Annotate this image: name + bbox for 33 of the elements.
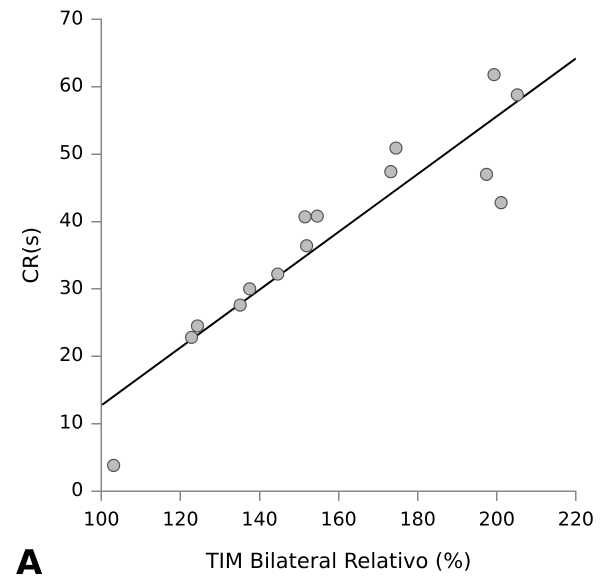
x-tick-label: 160 — [320, 508, 357, 530]
y-tick-label: 10 — [59, 412, 84, 434]
point — [271, 267, 284, 281]
y-tick-label: 60 — [59, 74, 84, 97]
x-tick-label: 100 — [83, 508, 120, 530]
y-tick-label: 50 — [59, 142, 84, 164]
point — [234, 298, 247, 312]
point — [184, 330, 198, 344]
x-tick-label: 140 — [241, 508, 278, 530]
x-tick-label: 220 — [558, 508, 594, 530]
y-tick-label: 20 — [59, 344, 84, 366]
y-tick-label: 30 — [59, 276, 84, 299]
point — [190, 319, 204, 333]
point — [310, 210, 324, 223]
y-axis-title: CR(s) — [19, 226, 44, 284]
point — [389, 141, 403, 155]
point — [298, 210, 312, 224]
text: A — [16, 542, 43, 583]
point — [494, 196, 508, 210]
point — [107, 458, 120, 472]
y-tick-label: 70 — [59, 7, 84, 30]
point — [243, 282, 256, 296]
x-axis-title: TIM Bilateral Relativo (%) — [204, 548, 472, 573]
point — [300, 239, 314, 252]
x-tick-label: 200 — [478, 508, 515, 530]
point — [480, 168, 494, 181]
x-tick-label: 180 — [400, 508, 436, 530]
x-tick-label: 120 — [162, 508, 199, 530]
point — [384, 165, 398, 178]
point — [487, 68, 501, 82]
y-tick-label: 40 — [59, 209, 84, 232]
y-tick-label: 0 — [71, 478, 84, 501]
point — [510, 88, 524, 102]
